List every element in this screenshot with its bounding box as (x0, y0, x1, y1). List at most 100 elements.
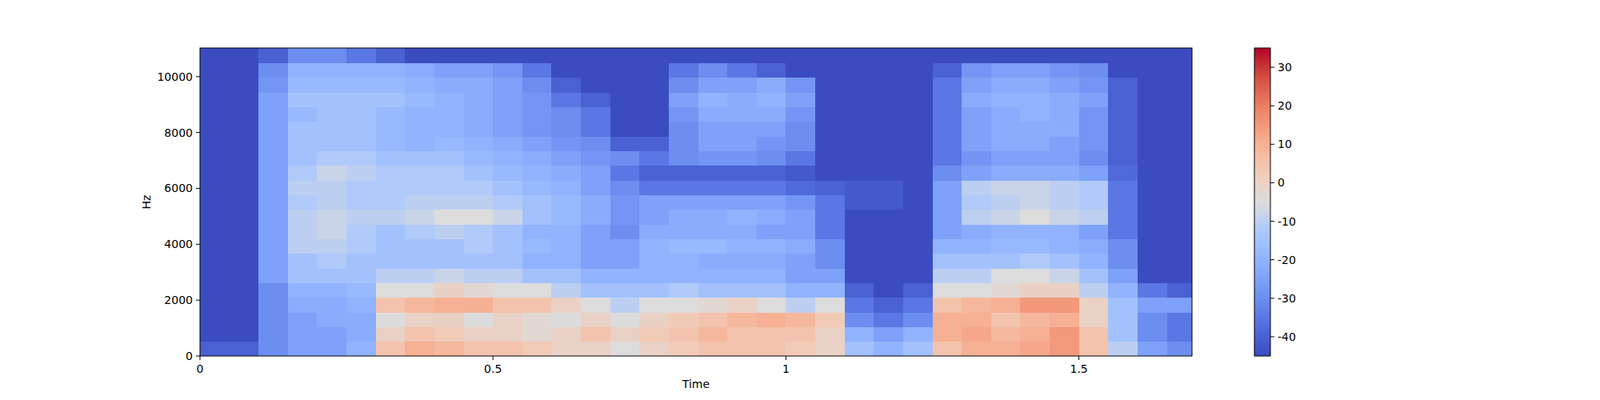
cell (551, 150, 581, 166)
cell (639, 77, 669, 93)
cell (1049, 106, 1080, 122)
y-tick (196, 188, 200, 189)
cell (1137, 194, 1168, 210)
cell (932, 194, 963, 210)
cell (903, 326, 933, 342)
cell (1167, 48, 1192, 64)
cell (932, 282, 963, 298)
cell (844, 77, 875, 93)
cell (1079, 268, 1109, 284)
cell (932, 136, 963, 152)
cell (932, 150, 963, 166)
cell (1167, 92, 1192, 108)
cell (698, 194, 728, 210)
cell (610, 106, 640, 122)
cell (1167, 136, 1192, 152)
cell (932, 253, 963, 269)
cell (229, 106, 260, 122)
cell (844, 136, 875, 152)
cell (668, 341, 699, 356)
cell (844, 165, 875, 181)
cell (903, 48, 933, 64)
cell (346, 341, 376, 356)
cell (404, 224, 435, 240)
cell (961, 312, 992, 328)
cell (1108, 136, 1138, 152)
cell (815, 224, 845, 240)
cell (961, 106, 992, 122)
cell (639, 326, 669, 342)
cell (785, 77, 816, 93)
cell (492, 194, 523, 210)
cell (551, 268, 581, 284)
cell (1137, 150, 1168, 166)
cell (492, 282, 523, 298)
cell (873, 209, 904, 225)
cell (434, 312, 464, 328)
cell (1137, 106, 1168, 122)
cell (1137, 209, 1168, 225)
cell (698, 224, 728, 240)
cell (551, 92, 581, 108)
cell (610, 194, 640, 210)
cell (1020, 224, 1050, 240)
colorbar-tick (1270, 220, 1275, 222)
cell (200, 48, 230, 64)
cell (961, 121, 992, 137)
cell (522, 121, 552, 137)
cell (1167, 224, 1192, 240)
cell (1049, 224, 1080, 240)
y-axis-label: Hz (140, 195, 153, 210)
cell (903, 121, 933, 137)
y-tick (196, 356, 200, 357)
cell (1137, 136, 1168, 152)
cell (288, 136, 318, 152)
cell (1079, 92, 1109, 108)
cell (668, 106, 699, 122)
cell (1079, 312, 1109, 328)
cell (698, 62, 728, 78)
cell (991, 238, 1021, 254)
cell (288, 297, 318, 313)
cell (873, 165, 904, 181)
cell (522, 48, 552, 64)
cell (727, 77, 757, 93)
cell (903, 165, 933, 181)
cell (785, 92, 816, 108)
colorbar-tick (1270, 297, 1275, 299)
cell (961, 224, 992, 240)
cell (756, 150, 787, 166)
cell (815, 136, 845, 152)
cell (610, 136, 640, 152)
cell (1167, 297, 1192, 313)
cell (903, 180, 933, 196)
cell (288, 326, 318, 342)
cell (1049, 238, 1080, 254)
cell (903, 341, 933, 356)
cell (258, 253, 288, 269)
cell (932, 209, 963, 225)
cell (434, 282, 464, 298)
colorbar-tick-label: 20 (1277, 99, 1292, 112)
cell (698, 121, 728, 137)
cell (668, 150, 699, 166)
cell (464, 150, 494, 166)
cell (376, 180, 406, 196)
cell (727, 121, 757, 137)
cell (815, 312, 845, 328)
cell (580, 282, 611, 298)
cell (492, 165, 523, 181)
cell (376, 282, 406, 298)
cell (580, 92, 611, 108)
cell (551, 253, 581, 269)
cell (844, 282, 875, 298)
cell (785, 121, 816, 137)
cell (346, 77, 376, 93)
cell (464, 238, 494, 254)
cell (1020, 209, 1050, 225)
cell (1167, 209, 1192, 225)
cell (404, 121, 435, 137)
cell (376, 48, 406, 64)
cell (200, 326, 230, 342)
cell (258, 121, 288, 137)
